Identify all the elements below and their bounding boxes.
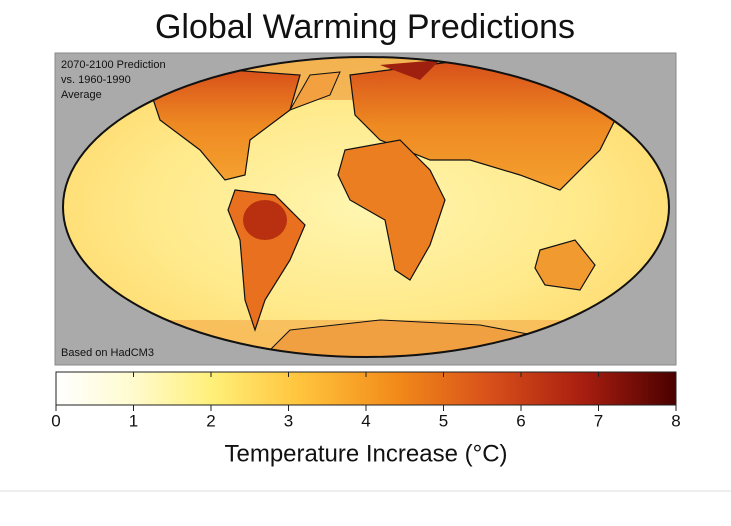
tick-label: 7: [594, 411, 603, 430]
tick-label: 4: [361, 411, 370, 430]
annotation: vs. 1960-1990: [61, 74, 131, 86]
tick-label: 5: [439, 411, 448, 430]
annotation: Based on HadCM3: [61, 347, 154, 359]
annotation: 2070-2100 Prediction: [61, 59, 166, 71]
tick-label: 3: [284, 411, 293, 430]
title: Global Warming Predictions: [155, 8, 575, 46]
tick-label: 1: [129, 411, 138, 430]
tick-label: 8: [671, 411, 680, 430]
colorbar-label: Temperature Increase (°C): [224, 440, 507, 467]
tick-label: 0: [51, 411, 60, 430]
tick-label: 2: [206, 411, 215, 430]
annotation: Average: [61, 89, 102, 101]
map-outline: [62, 56, 670, 358]
colorbar: [55, 371, 677, 406]
tick-label: 6: [516, 411, 525, 430]
